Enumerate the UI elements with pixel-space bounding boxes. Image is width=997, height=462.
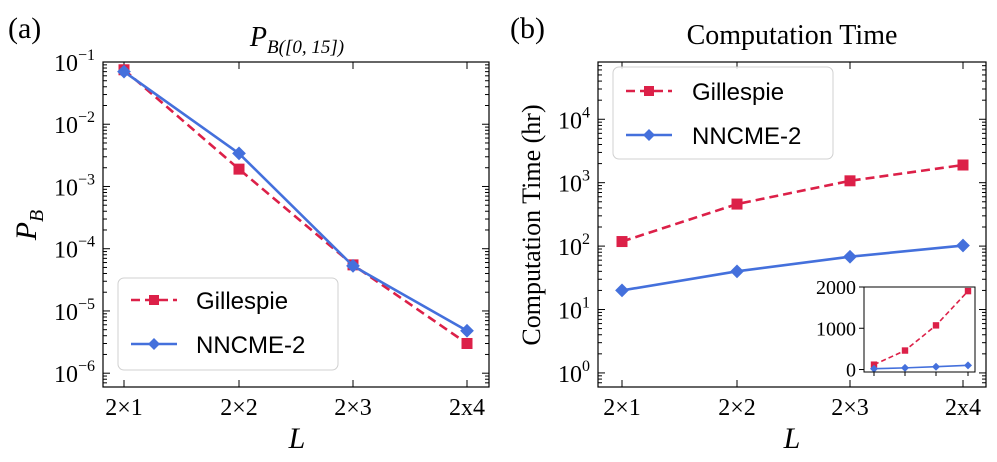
a-point-nncme — [232, 146, 246, 161]
panel-a: (a) PB([0, 15]) 10−610−510−410−310−210−1… — [8, 12, 490, 455]
panel-b-inset: 0 1000 2000 — [816, 277, 976, 382]
panel-b-legend: Gillespie NNCME-2 — [612, 66, 834, 160]
panel-b-xlabel: L — [783, 422, 801, 455]
panel-b-label: (b) — [510, 12, 545, 45]
panel-a-ticks: 10−6 10−5 10−4 10−3 10−2 10−1 2×1 2×2 2×3 2x4 — [54, 47, 489, 421]
panel-a-series — [117, 64, 474, 349]
b-ytick-label: 102 — [558, 231, 590, 261]
inset-ytick-label: 2000 — [816, 277, 856, 299]
panel-b-legend-marker-gillespie — [644, 86, 654, 96]
b-ytick-label: 100 — [558, 358, 590, 388]
b-point-gillespie — [731, 198, 743, 210]
b-xtick-label: 2×3 — [831, 395, 869, 421]
panel-a-legend-marker-gillespie — [149, 295, 159, 305]
panel-a-legend: Gillespie NNCME-2 — [117, 277, 339, 371]
a-point-gillespie — [461, 337, 473, 349]
b-point-gillespie — [616, 236, 628, 248]
panel-a-title-main: P — [249, 22, 267, 53]
inset-ytick-label: 1000 — [816, 318, 856, 340]
panel-a-label: (a) — [8, 12, 41, 45]
panel-b-inset-series — [870, 287, 972, 373]
panel-a-ylabel: PB — [10, 210, 48, 242]
inset-point-gillespie — [964, 287, 972, 295]
panel-b-legend-label-gillespie: Gillespie — [692, 79, 784, 106]
inset-point-gillespie — [870, 361, 878, 368]
b-point-nncme — [615, 283, 629, 298]
panel-b: (b) Computation Time 100 101 102 103 104 2×1 2… — [510, 12, 987, 455]
inset-point-nncme — [964, 361, 972, 370]
a-ytick-label: 10−4 — [54, 234, 95, 264]
b-point-gillespie — [844, 175, 856, 187]
panel-b-title: Computation Time — [687, 20, 898, 51]
panel-b-inset-background — [864, 287, 975, 372]
inset-point-nncme — [901, 363, 909, 372]
a-ytick-label: 10−5 — [54, 296, 95, 326]
b-ytick-label: 103 — [558, 168, 590, 198]
b-xtick-label: 2×2 — [718, 395, 756, 421]
b-xtick-label: 2×1 — [603, 395, 641, 421]
panel-a-title-sub: B([0, 15]) — [267, 37, 344, 58]
b-point-gillespie — [957, 159, 969, 171]
a-xtick-label: 2×2 — [220, 395, 258, 421]
a-series-line-gillespie — [123, 68, 468, 345]
panel-b-inset-frame — [863, 286, 976, 373]
panel-a-xlabel: L — [288, 422, 306, 455]
b-point-nncme — [730, 264, 744, 279]
panel-a-axes-frame — [102, 61, 490, 388]
inset-point-gillespie — [901, 347, 909, 354]
inset-series-line-gillespie — [873, 290, 969, 366]
b-ytick-label: 101 — [558, 295, 590, 325]
a-xtick-label: 2×1 — [105, 395, 143, 421]
a-ytick-label: 10−6 — [54, 358, 95, 388]
a-point-gillespie — [233, 163, 245, 175]
panel-a-ylabel-main: P — [10, 222, 43, 241]
a-point-nncme — [117, 64, 131, 79]
panel-b-axes-frame — [597, 61, 987, 388]
a-series-line-nncme — [123, 70, 468, 332]
panel-b-inset-ticks: 0 1000 2000 — [816, 277, 969, 382]
b-series-line-nncme — [621, 244, 964, 292]
a-ytick-label: 10−1 — [54, 47, 95, 77]
a-ytick-label: 10−2 — [54, 109, 95, 139]
a-point-nncme — [346, 259, 360, 273]
b-xtick-label: 2x4 — [945, 395, 981, 421]
panel-b-ticks: 100 101 102 103 104 2×1 2×2 2×3 2x4 — [558, 61, 986, 421]
inset-series-line-nncme — [873, 364, 969, 370]
panel-a-title: PB([0, 15]) — [249, 22, 344, 58]
a-xtick-label: 2x4 — [449, 395, 485, 421]
panel-a-legend-marker-nncme — [148, 338, 160, 350]
a-ytick-label: 10−3 — [54, 171, 95, 201]
panel-a-legend-label-gillespie: Gillespie — [196, 288, 288, 315]
inset-ytick-label: 0 — [846, 360, 856, 382]
b-ytick-label: 104 — [558, 104, 590, 134]
panel-a-ylabel-sub: B — [26, 210, 48, 222]
inset-point-nncme — [870, 364, 878, 373]
b-series-line-gillespie — [621, 163, 964, 243]
panel-a-legend-label-nncme: NNCME-2 — [196, 332, 305, 359]
a-xtick-label: 2×3 — [334, 395, 372, 421]
panel-b-legend-label-nncme: NNCME-2 — [692, 123, 801, 150]
a-point-nncme — [460, 323, 474, 338]
panel-b-series — [615, 159, 970, 298]
inset-point-gillespie — [932, 322, 940, 329]
inset-point-nncme — [932, 362, 940, 371]
panel-b-ylabel: Computation Time (hr) — [517, 104, 546, 345]
panel-b-legend-marker-nncme — [643, 129, 655, 141]
b-point-nncme — [956, 238, 970, 253]
b-point-nncme — [843, 249, 857, 264]
